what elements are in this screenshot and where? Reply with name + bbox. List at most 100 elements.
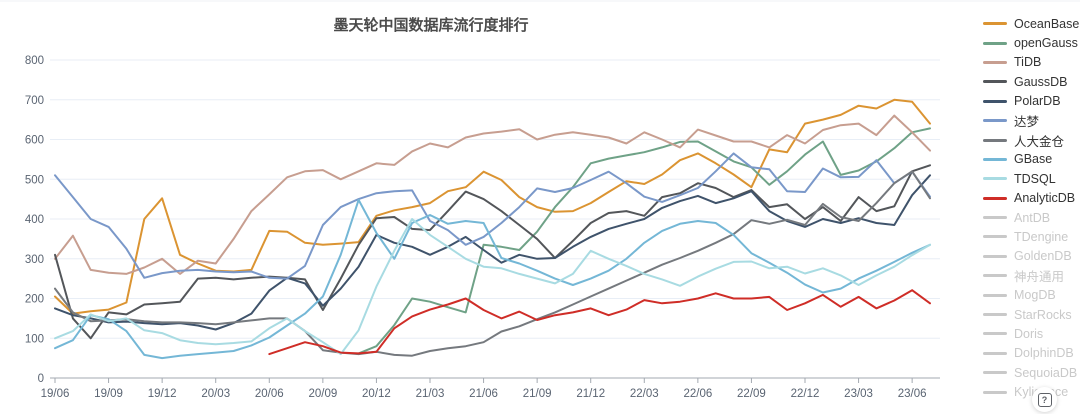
series-line-达梦[interactable] xyxy=(54,152,931,280)
legend-line-icon xyxy=(983,293,1007,297)
y-axis-tick-label: 500 xyxy=(25,174,44,186)
legend-label: MogDB xyxy=(1014,288,1056,303)
legend-line-icon xyxy=(983,332,1007,336)
x-axis-tick-label: 21/09 xyxy=(523,388,552,400)
legend-line-icon xyxy=(983,254,1007,258)
legend-line-icon xyxy=(983,196,1007,200)
legend-item-DolphinDB[interactable]: DolphinDB xyxy=(983,344,1080,363)
legend-label: OceanBase xyxy=(1014,16,1080,31)
series-line-AnalyticDB[interactable] xyxy=(268,289,931,356)
help-button[interactable]: ? xyxy=(1032,387,1057,412)
x-axis-tick-label: 20/03 xyxy=(201,388,230,400)
y-axis-tick-label: 700 xyxy=(25,95,44,107)
legend-item-MogDB[interactable]: MogDB xyxy=(983,285,1080,304)
x-axis-tick-label: 19/09 xyxy=(94,388,123,400)
legend-item-Doris[interactable]: Doris xyxy=(983,324,1080,343)
legend-item-SequoiaDB[interactable]: SequoiaDB xyxy=(983,363,1080,382)
legend-line-icon xyxy=(983,390,1007,394)
legend-line-icon xyxy=(983,216,1007,220)
legend-item-GBase[interactable]: GBase xyxy=(983,150,1080,169)
legend-label: AntDB xyxy=(1014,210,1051,225)
series-line-GaussDB[interactable] xyxy=(54,164,931,340)
x-axis-tick-label: 20/06 xyxy=(255,388,284,400)
legend-item-GoldenDB[interactable]: GoldenDB xyxy=(983,247,1080,266)
y-axis-tick-label: 300 xyxy=(25,254,44,266)
legend-line-icon xyxy=(983,235,1007,239)
legend-item-GaussDB[interactable]: GaussDB xyxy=(983,72,1080,91)
x-axis-tick-label: 19/12 xyxy=(148,388,177,400)
x-axis-tick-label: 22/12 xyxy=(791,388,820,400)
legend-line-icon xyxy=(983,177,1007,181)
popularity-line-chart[interactable]: 0 100 200 300 400 500 600 700 800 19/06 19/09 19/12… xyxy=(0,0,965,414)
legend-label: PolarDB xyxy=(1014,94,1061,109)
legend-item-openGauss[interactable]: openGauss xyxy=(983,33,1080,52)
y-axis-tick-label: 600 xyxy=(25,135,44,147)
legend-item-神舟通用[interactable]: 神舟通用 xyxy=(983,266,1080,285)
legend-label: Doris xyxy=(1014,326,1044,341)
legend-line-icon xyxy=(983,138,1007,142)
legend-label: TDSQL xyxy=(1014,171,1056,186)
legend-line-icon xyxy=(983,99,1007,103)
legend-label: TDengine xyxy=(1014,229,1069,244)
legend-item-TDSQL[interactable]: TDSQL xyxy=(983,169,1080,188)
legend-label: 人大金仓 xyxy=(1014,134,1065,149)
legend-label: 达梦 xyxy=(1014,115,1040,130)
legend-line-icon xyxy=(983,22,1007,26)
legend-line-icon xyxy=(983,60,1007,64)
x-axis-tick-label: 22/03 xyxy=(630,388,659,400)
x-axis-tick-label: 21/06 xyxy=(469,388,498,400)
question-mark-icon: ? xyxy=(1037,392,1052,407)
series-line-PolarDB[interactable] xyxy=(54,174,931,331)
series-line-人大金仓[interactable] xyxy=(54,170,931,357)
legend-item-PolarDB[interactable]: PolarDB xyxy=(983,92,1080,111)
top-border xyxy=(0,0,1080,2)
legend-item-AntDB[interactable]: AntDB xyxy=(983,208,1080,227)
chart-title: 墨天轮中国数据库流行度排行 xyxy=(333,17,529,34)
y-axis-tick-label: 200 xyxy=(25,294,44,306)
x-axis-tick-label: 20/12 xyxy=(362,388,391,400)
legend-label: GoldenDB xyxy=(1014,249,1072,264)
legend-label: 神舟通用 xyxy=(1014,270,1065,285)
legend-label: TiDB xyxy=(1014,55,1042,70)
x-axis-tick-label: 19/06 xyxy=(41,388,70,400)
legend-label: StarRocks xyxy=(1014,307,1072,322)
x-axis-tick-label: 20/09 xyxy=(308,388,337,400)
x-axis-tick-label: 23/03 xyxy=(844,388,873,400)
legend-item-TDengine[interactable]: TDengine xyxy=(983,227,1080,246)
legend-line-icon xyxy=(983,119,1007,123)
legend-label: SequoiaDB xyxy=(1014,365,1078,380)
series-line-OceanBase[interactable] xyxy=(54,98,931,315)
legend-line-icon xyxy=(983,157,1007,161)
legend-item-OceanBase[interactable]: OceanBase xyxy=(983,14,1080,33)
legend-label: openGauss xyxy=(1014,36,1078,51)
legend-line-icon xyxy=(983,351,1007,355)
legend-item-人大金仓[interactable]: 人大金仓 xyxy=(983,130,1080,149)
legend-item-达梦[interactable]: 达梦 xyxy=(983,111,1080,130)
x-axis-tick-label: 22/06 xyxy=(683,388,712,400)
y-axis-tick-label: 0 xyxy=(38,373,44,385)
legend-line-icon xyxy=(983,80,1007,84)
x-axis-tick-label: 21/12 xyxy=(576,388,605,400)
legend-label: GBase xyxy=(1014,152,1053,167)
x-axis-tick-label: 21/03 xyxy=(416,388,445,400)
legend-line-icon xyxy=(983,41,1007,45)
y-axis-tick-label: 400 xyxy=(25,214,44,226)
series-line-TiDB[interactable] xyxy=(54,114,931,275)
legend-label: DolphinDB xyxy=(1014,346,1074,361)
x-axis-tick-label: 22/09 xyxy=(737,388,766,400)
legend-line-icon xyxy=(983,371,1007,375)
legend: OceanBase openGauss TiDB GaussDB PolarDB 达梦人大… xyxy=(983,14,1080,402)
legend-line-icon xyxy=(983,274,1007,278)
series-line-GBase[interactable] xyxy=(54,198,931,360)
legend-item-AnalyticDB[interactable]: AnalyticDB xyxy=(983,189,1080,208)
legend-item-StarRocks[interactable]: StarRocks xyxy=(983,305,1080,324)
y-axis-tick-label: 100 xyxy=(25,333,44,345)
y-axis-tick-label: 800 xyxy=(25,55,44,67)
legend-label: AnalyticDB xyxy=(1014,191,1076,206)
x-axis-tick-label: 23/06 xyxy=(898,388,927,400)
legend-item-TiDB[interactable]: TiDB xyxy=(983,53,1080,72)
series-line-TDSQL[interactable] xyxy=(54,218,931,356)
series-line-openGauss[interactable] xyxy=(357,127,931,355)
legend-label: GaussDB xyxy=(1014,74,1068,89)
legend-line-icon xyxy=(983,313,1007,317)
